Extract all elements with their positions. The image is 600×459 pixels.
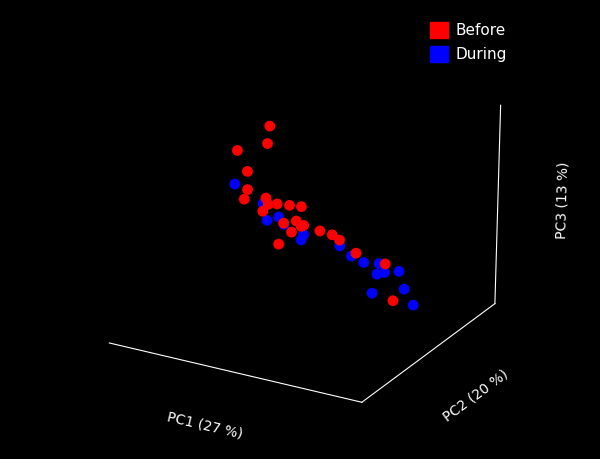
Y-axis label: PC2 (20 %): PC2 (20 %)	[441, 367, 511, 424]
X-axis label: PC1 (27 %): PC1 (27 %)	[166, 410, 244, 442]
Legend: Before, During: Before, During	[422, 15, 515, 69]
